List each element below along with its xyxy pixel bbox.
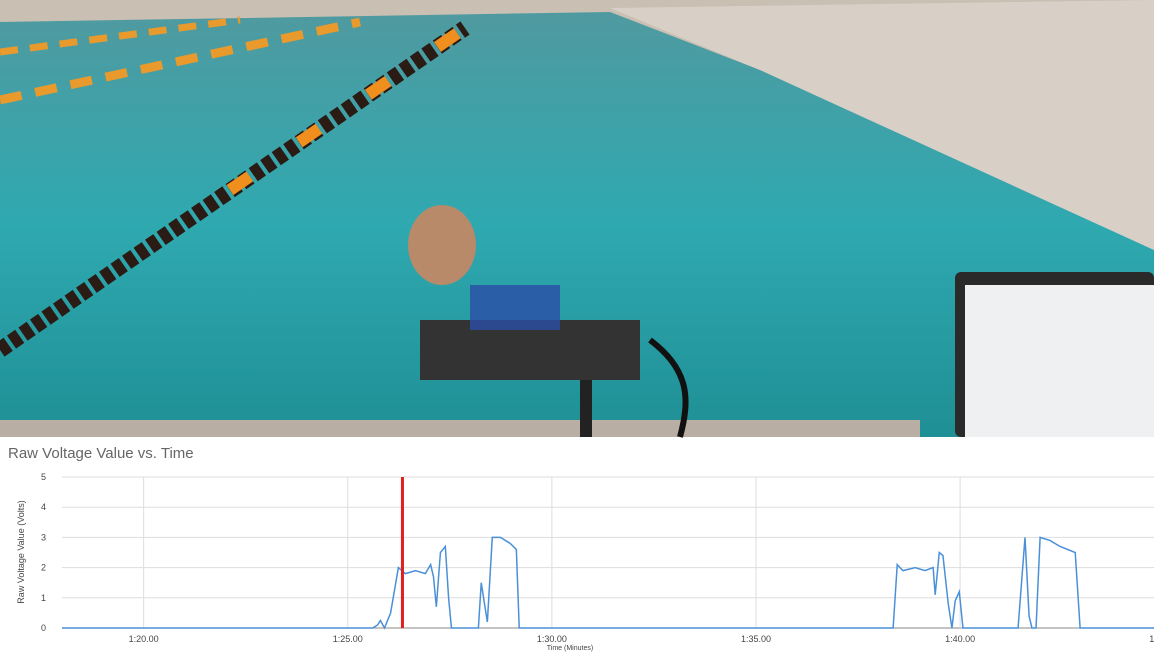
page: Raw Voltage Value vs. Time Raw Voltage V… xyxy=(0,0,1154,654)
x-tick-label: 1:40.00 xyxy=(945,634,975,644)
y-tick-label: 2 xyxy=(41,563,46,573)
y-tick-label: 5 xyxy=(41,472,46,482)
y-tick-label: 0 xyxy=(41,623,46,633)
y-tick-label: 3 xyxy=(41,532,46,542)
y-tick-label: 4 xyxy=(41,502,46,512)
x-tick-label: 1:25.00 xyxy=(333,634,363,644)
x-axis-label: Time (Minutes) xyxy=(547,645,593,652)
laptop-screen xyxy=(965,285,1154,437)
x-tick-label: 1:20.00 xyxy=(129,634,159,644)
chart-title: Raw Voltage Value vs. Time xyxy=(8,445,194,462)
video-frame xyxy=(0,0,1154,437)
y-tick-label: 1 xyxy=(41,593,46,603)
plot: 0 1 2 3 4 5 1:20.00 1:25.00 1:30.00 1:35.00 1:40.0… xyxy=(41,472,1154,644)
tripod xyxy=(580,380,592,437)
x-tick-label: 1:35.00 xyxy=(741,634,771,644)
screen: Raw Voltage Value vs. Time Raw Voltage V… xyxy=(0,0,1154,654)
y-axis-label: Raw Voltage Value (Volts) xyxy=(16,500,26,603)
x-tick-label: 1:45.00 xyxy=(1149,634,1154,644)
swimmer-head xyxy=(408,205,476,285)
sensor-device xyxy=(470,285,560,330)
pool-edge xyxy=(0,420,920,437)
x-tick-label: 1:30.00 xyxy=(537,634,567,644)
data-line xyxy=(62,537,1154,628)
